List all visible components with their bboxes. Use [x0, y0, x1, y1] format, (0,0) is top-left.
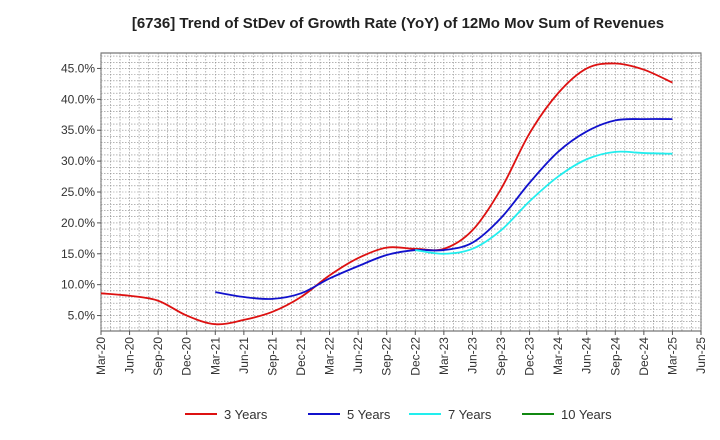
y-tick-label: 5.0% — [68, 309, 96, 323]
legend-label-7-years: 7 Years — [448, 407, 492, 422]
x-tick-label: Sep-20 — [151, 337, 165, 376]
y-tick-label: 35.0% — [61, 123, 95, 137]
grid — [100, 53, 702, 331]
legend-label-5-years: 5 Years — [347, 407, 391, 422]
x-tick-label: Jun-24 — [580, 337, 594, 374]
x-tick-label: Dec-23 — [523, 337, 537, 376]
x-tick-label: Sep-24 — [608, 337, 622, 376]
legend-label-10-years: 10 Years — [561, 407, 612, 422]
y-tick-label: 15.0% — [61, 247, 95, 261]
x-tick-label: Sep-22 — [380, 337, 394, 376]
series-line-3-years — [100, 62, 673, 326]
y-tick-label: 30.0% — [61, 154, 95, 168]
x-tick-label: Jun-22 — [351, 337, 365, 374]
y-tick-label: 25.0% — [61, 185, 95, 199]
x-tick-label: Jun-20 — [123, 337, 137, 374]
x-tick-label: Mar-25 — [665, 337, 679, 375]
x-tick-label: Mar-22 — [323, 337, 337, 375]
series-line-5-years — [215, 118, 673, 300]
x-tick-label: Sep-23 — [494, 337, 508, 376]
y-tick-label: 10.0% — [61, 278, 95, 292]
x-tick-label: Mar-24 — [551, 337, 565, 375]
x-tick-label: Mar-23 — [437, 337, 451, 375]
x-tick-label: Dec-21 — [294, 337, 308, 376]
series-line-7-years — [415, 150, 673, 255]
y-tick-label: 40.0% — [61, 92, 95, 106]
x-tick-label: Jun-21 — [237, 337, 251, 374]
x-tick-label: Dec-24 — [637, 337, 651, 376]
x-tick-label: Dec-20 — [180, 337, 194, 376]
x-tick-label: Jun-25 — [694, 337, 708, 374]
x-tick-label: Sep-21 — [265, 337, 279, 376]
x-tick-label: Dec-22 — [408, 337, 422, 376]
series-layer — [100, 62, 673, 326]
legend-label-3-years: 3 Years — [224, 407, 268, 422]
y-tick-label: 20.0% — [61, 216, 95, 230]
y-tick-label: 45.0% — [61, 61, 95, 75]
x-tick-label: Mar-20 — [94, 337, 108, 375]
x-tick-label: Jun-23 — [465, 337, 479, 374]
chart-title: [6736] Trend of StDev of Growth Rate (Yo… — [132, 15, 664, 32]
legend: 3 Years 5 Years 7 Years 10 Years — [185, 407, 612, 422]
x-axis: Mar-20 Jun-20 Sep-20 Dec-20 Mar-21 Jun-21 Sep-… — [94, 331, 708, 376]
x-tick-label: Mar-21 — [208, 337, 222, 375]
y-axis: 5.0% 10.0% 15.0% 20.0% 25.0% 30.0% 35.0% 40.0% 4… — [61, 61, 101, 323]
